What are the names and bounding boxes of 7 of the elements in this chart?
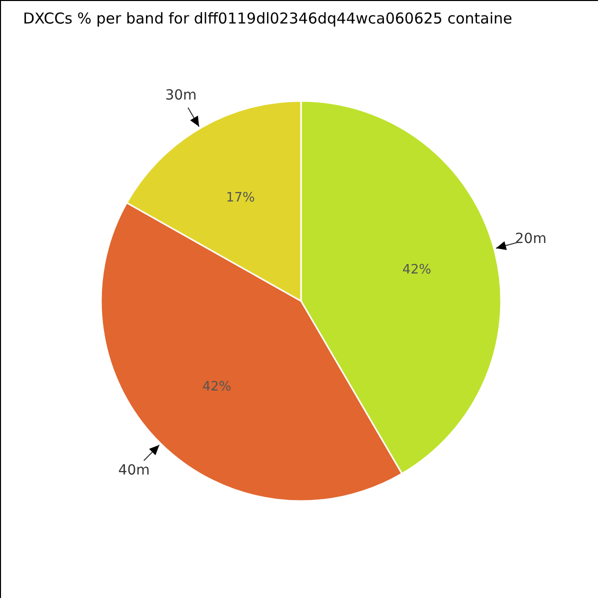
data-label: 42% — [202, 380, 232, 395]
slice-label: 40m — [118, 462, 150, 479]
slice-label: 30m — [165, 88, 197, 104]
data-label: 17% — [226, 190, 255, 206]
data-label: 42% — [402, 262, 432, 278]
slice-label: 20m — [515, 230, 546, 247]
chart-title: DXCCs % per band for dlff0119dl02346dq44wca060625 containe — [23, 10, 512, 28]
